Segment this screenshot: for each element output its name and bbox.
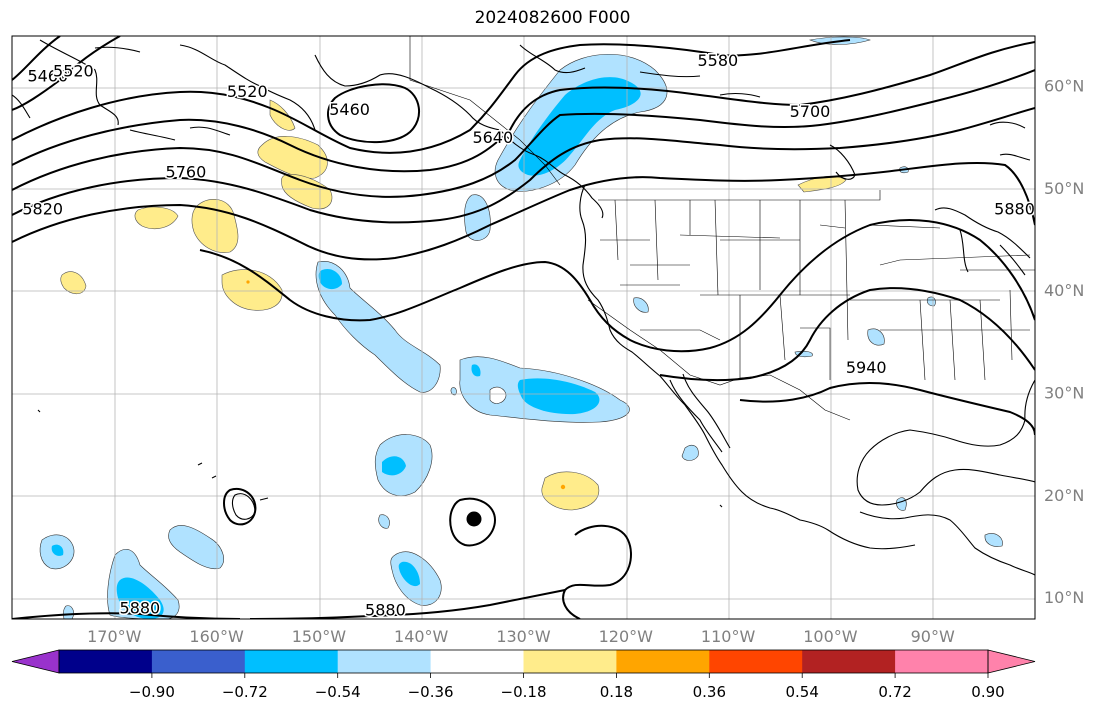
height-contours bbox=[12, 36, 1035, 619]
lat-tick-label: 50°N bbox=[1044, 179, 1084, 198]
colorbar-segment bbox=[151, 650, 246, 673]
colorbar-segment bbox=[430, 650, 524, 673]
strong-negative-anomaly-shading bbox=[51, 77, 641, 619]
colorbar-segment bbox=[337, 650, 432, 673]
colorbar-segment bbox=[244, 650, 339, 673]
map-title: 2024082600 F000 bbox=[474, 8, 631, 28]
colorbar-segment bbox=[802, 650, 896, 673]
contour-label: 5880 bbox=[365, 600, 406, 619]
contour-label: 5640 bbox=[472, 128, 513, 147]
colorbar-extend-low bbox=[11, 649, 60, 674]
colorbar: −0.90 −0.72 −0.54 −0.36 −0.18 0.18 0.36 0.54 0.7… bbox=[11, 649, 1036, 701]
lon-tick-label: 120°W bbox=[599, 627, 654, 646]
shading-hole bbox=[489, 386, 507, 404]
contour-label: 5460 bbox=[27, 66, 68, 85]
colorbar-segment bbox=[59, 650, 153, 673]
contour-label: 5880 bbox=[120, 598, 161, 617]
lon-tick-label: 150°W bbox=[292, 627, 347, 646]
contour-label: 5580 bbox=[698, 51, 739, 70]
contour-label: 5520 bbox=[227, 82, 268, 101]
colorbar-tick-label: 0.90 bbox=[971, 683, 1004, 701]
colorbar-tick-label: −0.36 bbox=[408, 683, 454, 701]
colorbar-tick-label: −0.90 bbox=[129, 683, 175, 701]
colorbar-extend-high bbox=[987, 649, 1036, 674]
coastlines bbox=[12, 39, 1035, 576]
colorbar-tick-label: −0.18 bbox=[501, 683, 547, 701]
lon-tick-label: 90°W bbox=[911, 627, 955, 646]
lon-tick-label: 140°W bbox=[394, 627, 449, 646]
lon-tick-label: 170°W bbox=[87, 627, 142, 646]
contour-label: 5760 bbox=[166, 163, 207, 182]
colorbar-segment bbox=[616, 650, 710, 673]
positive-anomaly-shading bbox=[60, 99, 847, 511]
colorbar-tick-label: 0.54 bbox=[785, 683, 818, 701]
contour-label: 5940 bbox=[846, 358, 887, 377]
lat-tick-label: 10°N bbox=[1044, 588, 1084, 607]
contour-label: 5820 bbox=[22, 199, 63, 218]
contour-label: 5460 bbox=[329, 100, 370, 119]
lon-tick-label: 110°W bbox=[701, 627, 756, 646]
contour-label: 5700 bbox=[790, 102, 831, 121]
colorbar-tick-label: 0.72 bbox=[878, 683, 911, 701]
map-frame bbox=[11, 35, 1036, 620]
colorbar-segment bbox=[523, 650, 617, 673]
contour-label: 5880 bbox=[994, 199, 1035, 218]
lat-tick-label: 20°N bbox=[1044, 486, 1084, 505]
height-low-center bbox=[466, 511, 482, 527]
colorbar-segment bbox=[709, 650, 803, 673]
lat-tick-label: 60°N bbox=[1044, 77, 1084, 96]
contour-label: 5520 bbox=[53, 61, 94, 80]
longitude-tick-labels: 170°W 160°W 150°W 140°W 130°W 120°W 110°W 100°W… bbox=[87, 627, 955, 646]
orange-anomaly-spots bbox=[246, 280, 566, 490]
latitude-tick-labels: 60°N 50°N 40°N 30°N 20°N 10°N bbox=[1044, 77, 1084, 607]
lon-tick-label: 130°W bbox=[496, 627, 551, 646]
colorbar-tick-label: 0.18 bbox=[600, 683, 633, 701]
lon-tick-label: 100°W bbox=[803, 627, 858, 646]
lat-lon-grid bbox=[12, 36, 1035, 619]
lat-tick-label: 30°N bbox=[1044, 383, 1084, 402]
colorbar-tick-label: 0.36 bbox=[693, 683, 726, 701]
colorbar-tick-label: −0.54 bbox=[315, 683, 361, 701]
colorbar-segment bbox=[895, 650, 989, 673]
lon-tick-label: 160°W bbox=[189, 627, 244, 646]
colorbar-tick-label: −0.72 bbox=[222, 683, 268, 701]
lat-tick-label: 40°N bbox=[1044, 281, 1084, 300]
